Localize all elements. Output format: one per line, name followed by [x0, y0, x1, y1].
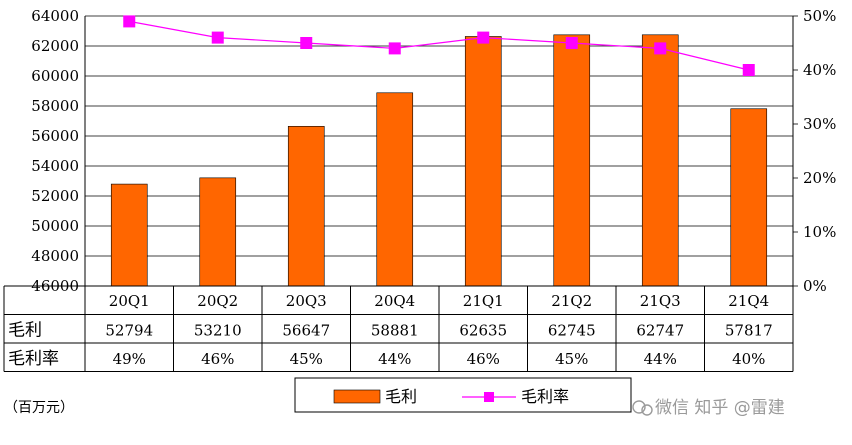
category-label: 21Q1	[463, 292, 504, 310]
table-cell: 49%	[113, 350, 146, 368]
category-label: 20Q1	[109, 292, 150, 310]
table-cell: 62747	[636, 322, 684, 340]
right-tick-label: 30%	[803, 115, 836, 133]
category-label: 20Q2	[197, 292, 238, 310]
right-tick-label: 0%	[803, 277, 827, 295]
bar	[464, 36, 502, 287]
line-marker	[123, 15, 136, 28]
left-tick-label: 54000	[31, 157, 79, 175]
right-tick-label: 20%	[803, 169, 836, 187]
table-cell: 62745	[548, 322, 596, 340]
bar	[199, 177, 237, 287]
bar	[641, 34, 679, 287]
category-label: 20Q4	[374, 292, 415, 310]
line-marker	[300, 37, 313, 49]
table-cell: 44%	[644, 350, 677, 368]
table-cell: 58881	[371, 322, 419, 340]
wechat-icon-bubble	[641, 404, 653, 416]
watermark: 微信 知乎 @雷建	[632, 398, 785, 418]
table-cell: 46%	[467, 350, 500, 368]
table-cell: 40%	[732, 350, 765, 368]
left-tick-label: 52000	[31, 187, 79, 205]
category-label: 20Q3	[286, 292, 327, 310]
watermark-text: 微信 知乎 @雷建	[655, 398, 785, 418]
line-marker	[654, 42, 667, 55]
bar	[553, 34, 591, 287]
left-tick-label: 58000	[31, 97, 79, 115]
table-cell: 46%	[201, 350, 234, 368]
line-marker	[388, 42, 401, 55]
table-cell: 56647	[282, 322, 330, 340]
bar	[376, 92, 414, 287]
left-tick-label: 48000	[31, 247, 79, 265]
legend: 毛利 毛利率	[294, 377, 632, 413]
table-cell: 62635	[459, 322, 507, 340]
table-cell: 45%	[290, 350, 323, 368]
legend-label-gross-margin: 毛利率	[521, 387, 569, 406]
table-cell: 53210	[194, 322, 242, 340]
table-cell: 45%	[555, 350, 588, 368]
table-cell: 44%	[378, 350, 411, 368]
left-tick-label: 64000	[31, 7, 79, 25]
gridlines	[85, 15, 793, 287]
left-axis: 4600048000500005200054000560005800060000…	[31, 7, 86, 295]
line-series-gross-margin	[123, 15, 755, 76]
bar	[287, 125, 325, 287]
category-label: 21Q2	[551, 292, 592, 310]
line-path	[129, 20, 749, 71]
left-tick-label: 56000	[31, 127, 79, 145]
bar-series-gross-profit	[110, 34, 768, 287]
table-row-label: 毛利率	[8, 349, 59, 369]
legend-marker-gross-margin	[484, 392, 494, 402]
right-tick-label: 10%	[803, 223, 836, 241]
right-tick-label: 50%	[803, 7, 836, 25]
bar	[730, 108, 768, 287]
data-table: 20Q1 20Q2 20Q3 20Q4 21Q1 21Q2 21Q3 21Q4 毛利 52794 5…	[3, 285, 794, 372]
line-marker	[742, 64, 755, 76]
legend-swatch-gross-profit	[333, 389, 381, 404]
legend-label-gross-profit: 毛利	[385, 387, 417, 406]
category-label: 21Q3	[640, 292, 681, 310]
table-cell: 52794	[105, 322, 153, 340]
line-marker	[565, 37, 578, 49]
table-cell: 57817	[725, 322, 773, 340]
line-marker	[211, 31, 224, 44]
right-tick-label: 40%	[803, 61, 836, 79]
left-tick-label: 62000	[31, 37, 79, 55]
category-label: 21Q4	[728, 292, 769, 310]
unit-label: （百万元）	[4, 400, 74, 416]
wechat-icon	[632, 400, 646, 414]
line-marker	[477, 31, 490, 44]
left-tick-label: 50000	[31, 217, 79, 235]
table-row-label: 毛利	[8, 321, 42, 341]
right-axis: 0% 10% 20% 30% 40% 50%	[792, 7, 836, 295]
left-tick-label: 60000	[31, 67, 79, 85]
bar	[110, 183, 148, 287]
